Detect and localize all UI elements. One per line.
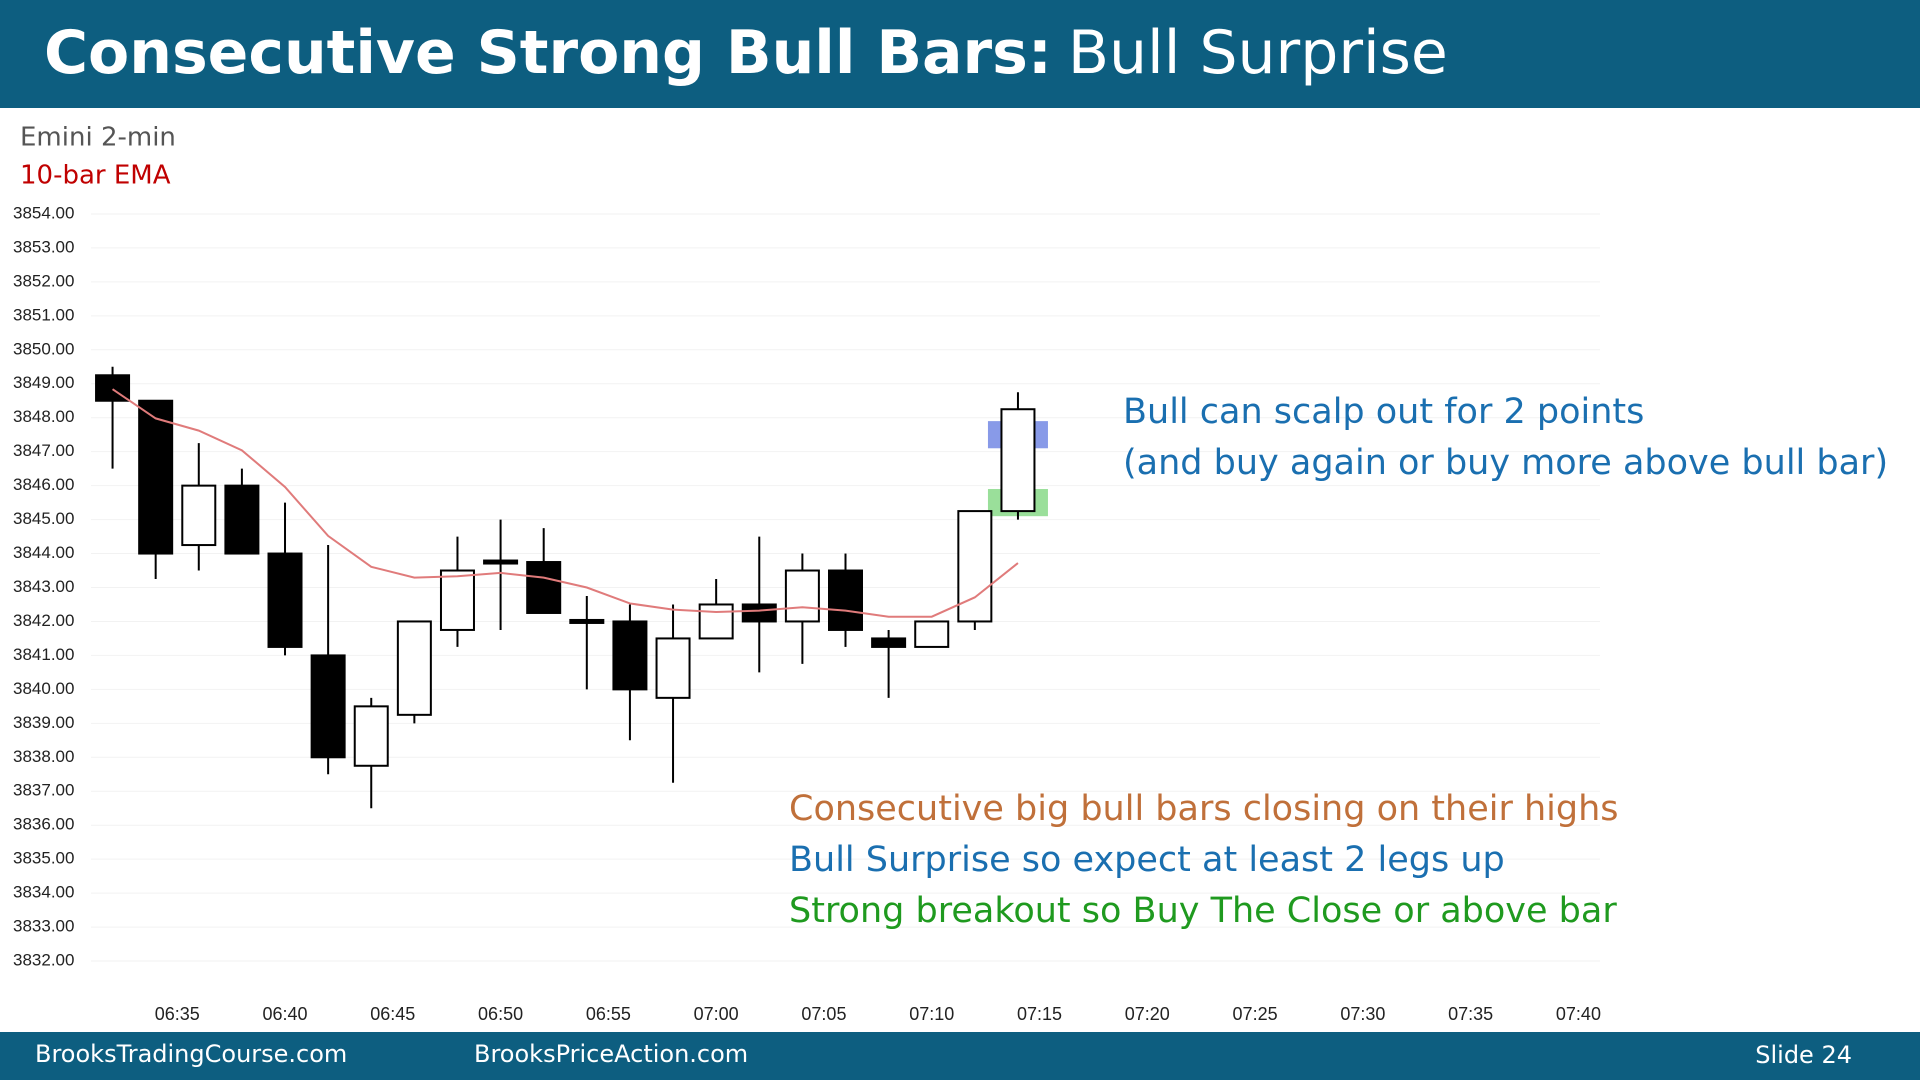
footer-right: Slide 24 bbox=[1755, 1041, 1852, 1069]
candle-body bbox=[353, 705, 389, 767]
x-tick-label: 07:40 bbox=[1556, 1004, 1601, 1024]
annotation: Bull can scalp out for 2 points bbox=[1123, 392, 1644, 432]
annotation: (and buy again or buy more above bull ba… bbox=[1123, 443, 1888, 483]
x-tick-label: 07:30 bbox=[1340, 1004, 1385, 1024]
candle-body bbox=[655, 637, 691, 699]
y-tick-label: 3845.00 bbox=[13, 509, 74, 528]
y-tick-label: 3854.00 bbox=[13, 203, 74, 222]
candle-body bbox=[828, 569, 863, 631]
y-tick-label: 3843.00 bbox=[13, 577, 74, 596]
x-tick-label: 06:45 bbox=[370, 1004, 415, 1024]
slide-title: Consecutive Strong Bull Bars: Bull Surpri… bbox=[44, 18, 1448, 88]
candle-body bbox=[914, 620, 950, 648]
candle-body bbox=[138, 399, 174, 555]
x-tick-label: 06:55 bbox=[586, 1004, 631, 1024]
candle-body bbox=[569, 618, 605, 624]
footer-bar bbox=[0, 1032, 1920, 1080]
candle-body bbox=[871, 637, 907, 648]
x-tick-label: 07:10 bbox=[909, 1004, 954, 1024]
header-bar bbox=[0, 0, 1920, 108]
title-rest: Bull Surprise bbox=[1068, 18, 1448, 88]
candle-body bbox=[741, 603, 777, 623]
candle-body bbox=[396, 620, 432, 716]
y-tick-label: 3844.00 bbox=[13, 543, 74, 562]
y-tick-label: 3842.00 bbox=[13, 611, 74, 630]
annotation: Bull Surprise so expect at least 2 legs … bbox=[789, 840, 1505, 880]
candle-body bbox=[267, 552, 303, 648]
candle-body bbox=[1000, 408, 1036, 513]
y-tick-label: 3838.00 bbox=[13, 747, 74, 766]
candle-body bbox=[784, 569, 820, 623]
x-tick-label: 07:15 bbox=[1017, 1004, 1062, 1024]
y-tick-label: 3853.00 bbox=[13, 237, 74, 256]
x-tick-label: 06:50 bbox=[478, 1004, 523, 1024]
x-tick-label: 07:00 bbox=[694, 1004, 739, 1024]
plot: 3854.00 3853.00 3852.00 3851.00 3850.00 3849.… bbox=[13, 203, 1601, 1023]
candle-body bbox=[310, 654, 346, 759]
y-tick-label: 3849.00 bbox=[13, 373, 74, 392]
candle-body bbox=[483, 559, 519, 565]
candle-body bbox=[224, 484, 260, 555]
y-tick-label: 3832.00 bbox=[13, 951, 74, 970]
legend-entry: 10-bar EMA bbox=[20, 161, 171, 191]
chart-title: Emini 2-min bbox=[20, 123, 176, 153]
candle-body bbox=[957, 510, 993, 623]
annotation: Strong breakout so Buy The Close or abov… bbox=[789, 891, 1617, 931]
x-tick-label: 07:20 bbox=[1125, 1004, 1170, 1024]
ema-line bbox=[111, 388, 1019, 618]
y-tick-label: 3850.00 bbox=[13, 339, 74, 358]
y-tick-label: 3837.00 bbox=[13, 781, 74, 800]
title-bold: Consecutive Strong Bull Bars: bbox=[44, 18, 1052, 88]
y-tick-label: 3848.00 bbox=[13, 407, 74, 426]
x-tick-label: 07:25 bbox=[1233, 1004, 1278, 1024]
x-tick-label: 07:05 bbox=[801, 1004, 846, 1024]
x-tick-label: 07:35 bbox=[1448, 1004, 1493, 1024]
y-tick-label: 3841.00 bbox=[13, 645, 74, 664]
y-tick-label: 3851.00 bbox=[13, 305, 74, 324]
y-tick-label: 3840.00 bbox=[13, 679, 74, 698]
y-tick-label: 3852.00 bbox=[13, 271, 74, 290]
x-tick-label: 06:40 bbox=[262, 1004, 307, 1024]
footer-middle: BrooksPriceAction.com bbox=[474, 1040, 748, 1068]
y-tick-label: 3847.00 bbox=[13, 441, 74, 460]
y-tick-label: 3839.00 bbox=[13, 713, 74, 732]
x-tick-label: 06:35 bbox=[155, 1004, 200, 1024]
y-tick-label: 3835.00 bbox=[13, 849, 74, 868]
annotation: Consecutive big bull bars closing on the… bbox=[789, 789, 1619, 829]
candle-body bbox=[612, 620, 648, 691]
y-tick-label: 3834.00 bbox=[13, 883, 74, 902]
y-tick-label: 3836.00 bbox=[13, 815, 74, 834]
candle-body bbox=[526, 561, 562, 614]
candle-body bbox=[698, 603, 734, 640]
y-tick-label: 3846.00 bbox=[13, 475, 74, 494]
y-tick-label: 3833.00 bbox=[13, 917, 74, 936]
footer-left: BrooksTradingCourse.com bbox=[35, 1040, 347, 1068]
candle-body bbox=[181, 484, 217, 547]
candle-body bbox=[439, 569, 475, 631]
